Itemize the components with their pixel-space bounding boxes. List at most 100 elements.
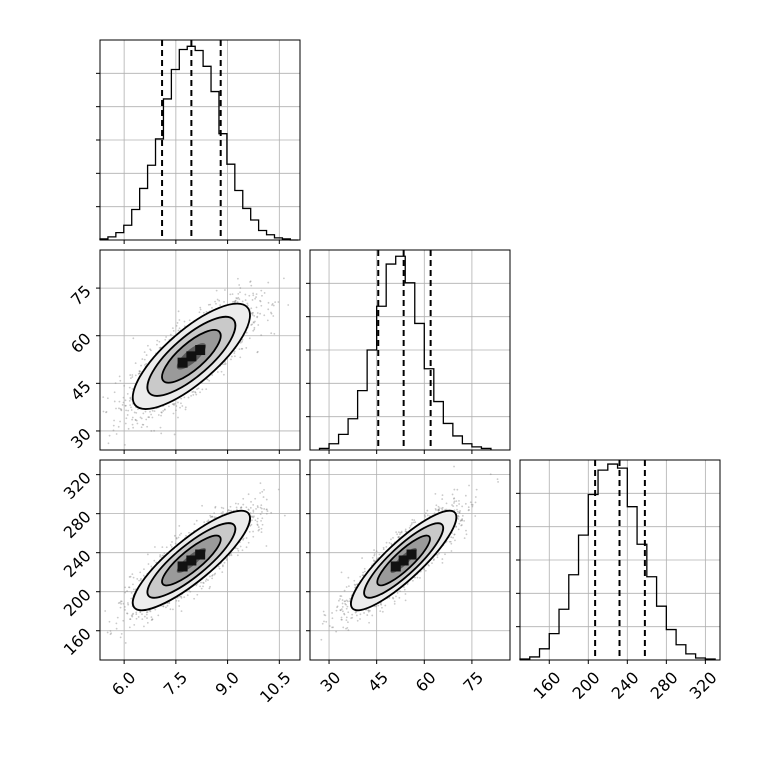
- scatter-point: [385, 546, 388, 548]
- x-tick-label: 240: [608, 668, 643, 703]
- scatter-point: [438, 509, 440, 511]
- scatter-point: [129, 404, 132, 407]
- scatter-point: [367, 610, 370, 613]
- scatter-point: [126, 392, 129, 395]
- scatter-point: [322, 610, 325, 613]
- scatter-point: [414, 521, 417, 524]
- scatter-point: [125, 409, 127, 412]
- x-tick-label: 30: [317, 668, 345, 696]
- scatter-point: [209, 303, 212, 306]
- scatter-point: [337, 599, 340, 602]
- scatter-point: [125, 417, 128, 420]
- scatter-point: [260, 304, 263, 307]
- scatter-point: [137, 408, 139, 411]
- scatter-point: [138, 372, 141, 375]
- density-peak: [406, 549, 417, 560]
- scatter-point: [359, 613, 362, 616]
- scatter-point: [195, 393, 198, 396]
- scatter-point: [178, 605, 181, 607]
- density-peak: [177, 561, 188, 572]
- scatter-point: [122, 619, 125, 622]
- scatter-point: [411, 522, 413, 524]
- histogram-panel-1: [306, 249, 511, 454]
- scatter-point: [440, 507, 443, 510]
- scatter-point: [132, 337, 135, 340]
- scatter-point: [215, 289, 218, 292]
- scatter-point: [250, 523, 253, 526]
- scatter-point: [376, 557, 379, 560]
- scatter-point: [150, 349, 152, 352]
- scatter-point: [171, 541, 173, 543]
- scatter-point: [118, 400, 121, 403]
- scatter-point: [178, 319, 181, 321]
- scatter-point: [260, 504, 263, 507]
- scatter-point: [209, 516, 212, 518]
- scatter-point: [435, 504, 438, 507]
- scatter-point: [128, 586, 130, 589]
- scatter-point: [399, 590, 401, 593]
- scatter-point: [114, 382, 117, 385]
- scatter-point: [456, 488, 459, 491]
- scatter-point: [140, 426, 143, 429]
- scatter-point: [200, 587, 203, 590]
- scatter-point: [227, 509, 230, 511]
- scatter-point: [432, 559, 435, 562]
- scatter-point: [158, 346, 161, 349]
- scatter-point: [433, 558, 435, 561]
- scatter-point: [324, 614, 327, 617]
- scatter-point: [251, 323, 254, 326]
- scatter-point: [201, 388, 204, 391]
- scatter-point: [218, 567, 221, 570]
- scatter-point: [131, 423, 134, 426]
- scatter-point: [256, 523, 259, 526]
- scatter-point: [245, 347, 248, 349]
- scatter-point: [263, 292, 266, 294]
- scatter-point: [138, 370, 141, 373]
- scatter-point: [210, 515, 213, 518]
- scatter-point: [249, 280, 252, 283]
- scatter-point: [211, 577, 214, 580]
- scatter-point: [146, 553, 149, 556]
- scatter-point: [373, 560, 376, 563]
- scatter-point: [399, 533, 401, 536]
- scatter-point: [130, 597, 133, 600]
- scatter-point: [409, 525, 412, 527]
- scatter-point: [175, 537, 178, 540]
- scatter-point: [414, 576, 416, 579]
- scatter-point: [115, 627, 118, 630]
- scatter-point: [355, 614, 358, 617]
- scatter-point: [135, 419, 138, 422]
- scatter-point: [361, 574, 364, 577]
- scatter-point: [259, 312, 262, 315]
- scatter-point: [455, 525, 458, 528]
- scatter-point: [207, 303, 210, 306]
- scatter-point: [124, 591, 127, 594]
- scatter-point: [251, 519, 253, 522]
- scatter-point: [113, 400, 116, 403]
- scatter-point: [239, 545, 242, 548]
- y-tick-label: 45: [67, 377, 95, 405]
- scatter-point: [371, 614, 374, 617]
- scatter-point: [453, 488, 456, 491]
- scatter-point: [180, 596, 183, 599]
- scatter-point: [137, 616, 140, 618]
- density-peak: [398, 555, 409, 566]
- scatter-point: [467, 506, 470, 509]
- y-tick-label: 75: [67, 281, 95, 309]
- scatter-point: [230, 358, 232, 361]
- scatter-point: [131, 416, 134, 419]
- scatter-point: [177, 416, 179, 419]
- scatter-point: [426, 514, 429, 517]
- scatter-point: [459, 520, 462, 522]
- scatter-point: [458, 499, 460, 502]
- scatter-point: [259, 299, 261, 302]
- scatter-point: [253, 314, 256, 317]
- scatter-point: [436, 554, 439, 556]
- scatter-point: [265, 545, 268, 547]
- scatter-point: [321, 622, 324, 625]
- scatter-point: [437, 508, 440, 511]
- scatter-point: [149, 410, 151, 413]
- scatter-point: [131, 573, 134, 575]
- scatter-point: [380, 603, 383, 606]
- scatter-point: [345, 619, 348, 622]
